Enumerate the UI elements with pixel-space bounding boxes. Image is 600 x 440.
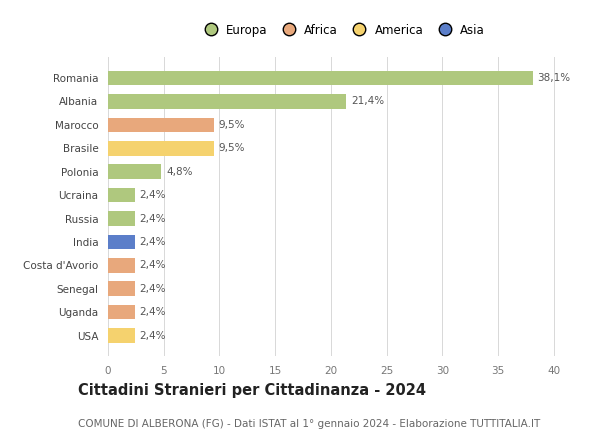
Text: 38,1%: 38,1% — [537, 73, 570, 83]
Bar — [108, 258, 135, 272]
Text: 2,4%: 2,4% — [139, 284, 166, 294]
Bar — [108, 94, 346, 109]
Text: 2,4%: 2,4% — [139, 213, 166, 224]
Bar — [108, 71, 533, 85]
Text: 21,4%: 21,4% — [351, 96, 384, 106]
Bar — [108, 282, 135, 296]
Legend: Europa, Africa, America, Asia: Europa, Africa, America, Asia — [197, 21, 487, 39]
Bar — [108, 211, 135, 226]
Bar — [108, 305, 135, 319]
Bar — [108, 328, 135, 343]
Text: 9,5%: 9,5% — [218, 120, 245, 130]
Bar — [108, 188, 135, 202]
Text: 2,4%: 2,4% — [139, 237, 166, 247]
Text: 2,4%: 2,4% — [139, 330, 166, 341]
Bar — [108, 141, 214, 155]
Text: COMUNE DI ALBERONA (FG) - Dati ISTAT al 1° gennaio 2024 - Elaborazione TUTTITALI: COMUNE DI ALBERONA (FG) - Dati ISTAT al … — [78, 419, 540, 429]
Text: Cittadini Stranieri per Cittadinanza - 2024: Cittadini Stranieri per Cittadinanza - 2… — [78, 383, 426, 398]
Text: 2,4%: 2,4% — [139, 307, 166, 317]
Text: 2,4%: 2,4% — [139, 190, 166, 200]
Bar — [108, 235, 135, 249]
Text: 9,5%: 9,5% — [218, 143, 245, 153]
Text: 4,8%: 4,8% — [166, 167, 193, 177]
Text: 2,4%: 2,4% — [139, 260, 166, 270]
Bar — [108, 117, 214, 132]
Bar — [108, 165, 161, 179]
